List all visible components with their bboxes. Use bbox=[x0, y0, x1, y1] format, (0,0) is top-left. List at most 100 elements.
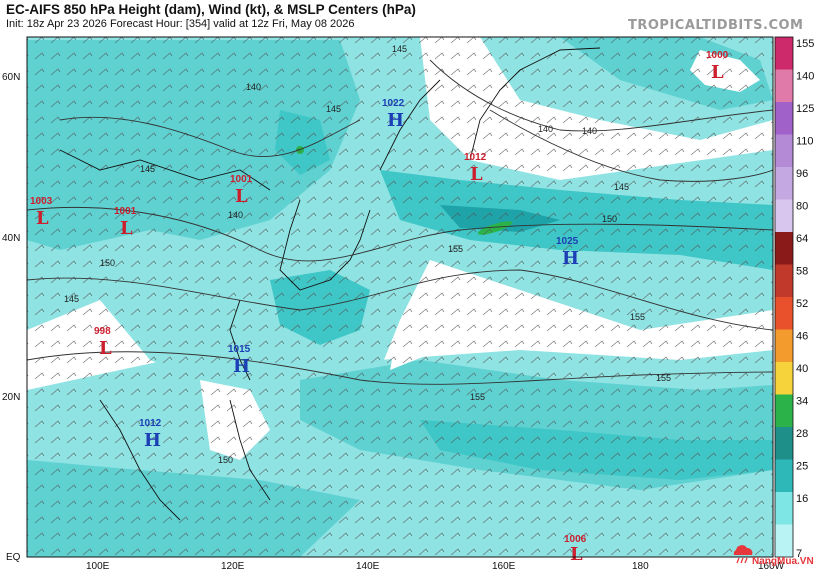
pressure-value: 1001 bbox=[114, 206, 137, 217]
pressure-value: 1012 bbox=[139, 418, 162, 429]
low-symbol: L bbox=[120, 218, 133, 239]
colorbar-label: 46 bbox=[796, 331, 808, 343]
high-symbol: H bbox=[387, 110, 404, 131]
contour-label: 155 bbox=[656, 373, 671, 383]
pressure-center-high: 1022 H bbox=[382, 98, 405, 131]
colorbar-segment bbox=[775, 102, 793, 135]
pressure-value: 1006 bbox=[564, 534, 587, 545]
colorbar-label: 28 bbox=[796, 428, 808, 440]
low-symbol: L bbox=[36, 208, 49, 229]
lat-label: 20N bbox=[2, 392, 20, 403]
wind-shading bbox=[27, 37, 773, 557]
colorbar-segment bbox=[775, 167, 793, 200]
colorbar-segment bbox=[775, 524, 793, 557]
longitude-labels: 100E 120E 140E 160E 180 160W bbox=[86, 561, 785, 572]
pressure-center-low: 1001 L bbox=[230, 174, 253, 207]
colorbar-segment bbox=[775, 427, 793, 460]
lon-label: 180 bbox=[632, 561, 649, 572]
colorbar-label: 52 bbox=[796, 298, 808, 310]
contour-label: 150 bbox=[100, 258, 115, 268]
colorbar-segment bbox=[775, 329, 793, 362]
brand-watermark: TROPICALTIDBITS.COM bbox=[628, 18, 804, 33]
colorbar-segment bbox=[775, 394, 793, 427]
colorbar-label: 80 bbox=[796, 201, 808, 213]
colorbar-segment bbox=[775, 232, 793, 265]
pressure-center-low: 1012 L bbox=[464, 152, 487, 185]
colorbar-frame bbox=[774, 36, 794, 558]
contour-label: 140 bbox=[582, 126, 597, 136]
pressure-center-low: 1000 L bbox=[706, 50, 729, 83]
lon-label: 160W bbox=[758, 561, 785, 572]
contour-label: 145 bbox=[140, 164, 155, 174]
map-subtitle: Init: 18z Apr 23 2026 Forecast Hour: [35… bbox=[6, 18, 355, 30]
colorbar-segment bbox=[775, 37, 793, 70]
cloud-icon bbox=[733, 545, 753, 555]
pressure-center-high: 1025 H bbox=[556, 236, 579, 269]
plot-frame bbox=[26, 36, 774, 558]
low-symbol: L bbox=[470, 164, 483, 185]
pressure-value: 1003 bbox=[30, 196, 53, 207]
high-symbol: H bbox=[144, 430, 161, 451]
contour-label: 155 bbox=[470, 392, 485, 402]
pressure-value: 1025 bbox=[556, 236, 579, 247]
high-symbol: H bbox=[233, 356, 250, 377]
pressure-value: 998 bbox=[94, 326, 111, 337]
latitude-labels: 60N 40N 20N EQ bbox=[2, 72, 21, 563]
colorbar-segment bbox=[775, 199, 793, 232]
low-symbol: L bbox=[99, 338, 112, 359]
pressure-value: 1015 bbox=[228, 344, 251, 355]
low-symbol: L bbox=[711, 62, 724, 83]
colorbar-segment bbox=[775, 362, 793, 395]
pressure-center-low: 998 L bbox=[94, 326, 112, 359]
contour-label: 145 bbox=[64, 294, 79, 304]
contour-label: 140 bbox=[246, 82, 261, 92]
colorbar-label: 140 bbox=[796, 71, 814, 83]
lon-label: 100E bbox=[86, 561, 110, 572]
contour-label: 145 bbox=[614, 182, 629, 192]
low-symbol: L bbox=[235, 186, 248, 207]
pressure-center-low: 1006 L bbox=[564, 534, 587, 565]
lat-label: 40N bbox=[2, 233, 20, 244]
colorbar-label: 25 bbox=[796, 461, 808, 473]
colorbar-label: 155 bbox=[796, 38, 814, 50]
low-symbol: L bbox=[570, 544, 583, 565]
contour-label: 150 bbox=[602, 214, 617, 224]
contour-label: 140 bbox=[228, 210, 243, 220]
colorbar-segment bbox=[775, 69, 793, 102]
lat-label: EQ bbox=[6, 552, 21, 563]
height-contours bbox=[27, 59, 773, 385]
colorbar-label: 7 bbox=[796, 548, 802, 560]
pressure-value: 1022 bbox=[382, 98, 405, 109]
colorbar-segment bbox=[775, 297, 793, 330]
header: EC-AIFS 850 hPa Height (dam), Wind (kt),… bbox=[6, 2, 416, 30]
contour-label: 145 bbox=[392, 44, 407, 54]
colorbar: 155 140 125 110 96 80 64 58 52 46 40 34 28 25 16 7 bbox=[774, 36, 814, 560]
colorbar-segment bbox=[775, 459, 793, 492]
pressure-value: 1012 bbox=[464, 152, 487, 163]
lat-label: 60N bbox=[2, 72, 20, 83]
logo-text: NangMua.VN bbox=[752, 556, 814, 567]
colorbar-label: 96 bbox=[796, 168, 808, 180]
pressure-center-high: 1012 H bbox=[139, 418, 162, 451]
colorbar-label: 34 bbox=[796, 396, 808, 408]
contour-label: 140 bbox=[538, 124, 553, 134]
contour-label: 155 bbox=[448, 244, 463, 254]
map-title: EC-AIFS 850 hPa Height (dam), Wind (kt),… bbox=[6, 2, 416, 17]
contour-label: 150 bbox=[218, 455, 233, 465]
colorbar-segment bbox=[775, 492, 793, 525]
colorbar-label: 64 bbox=[796, 233, 808, 245]
high-symbol: H bbox=[562, 248, 579, 269]
contour-labels: 145 140 145 140 140 145 150 155 150 145 … bbox=[64, 44, 671, 465]
lon-label: 120E bbox=[221, 561, 245, 572]
lon-label: 160E bbox=[492, 561, 516, 572]
colorbar-label: 40 bbox=[796, 363, 808, 375]
lon-label: 140E bbox=[356, 561, 380, 572]
coastlines bbox=[59, 47, 601, 521]
pressure-value: 1001 bbox=[230, 174, 253, 185]
colorbar-segment bbox=[775, 264, 793, 297]
colorbar-label: 16 bbox=[796, 493, 808, 505]
pressure-value: 1000 bbox=[706, 50, 729, 61]
pressure-center-low: 1003 L bbox=[30, 196, 53, 229]
colorbar-label: 110 bbox=[796, 136, 814, 148]
nangmua-logo: NangMua.VN bbox=[733, 545, 814, 567]
